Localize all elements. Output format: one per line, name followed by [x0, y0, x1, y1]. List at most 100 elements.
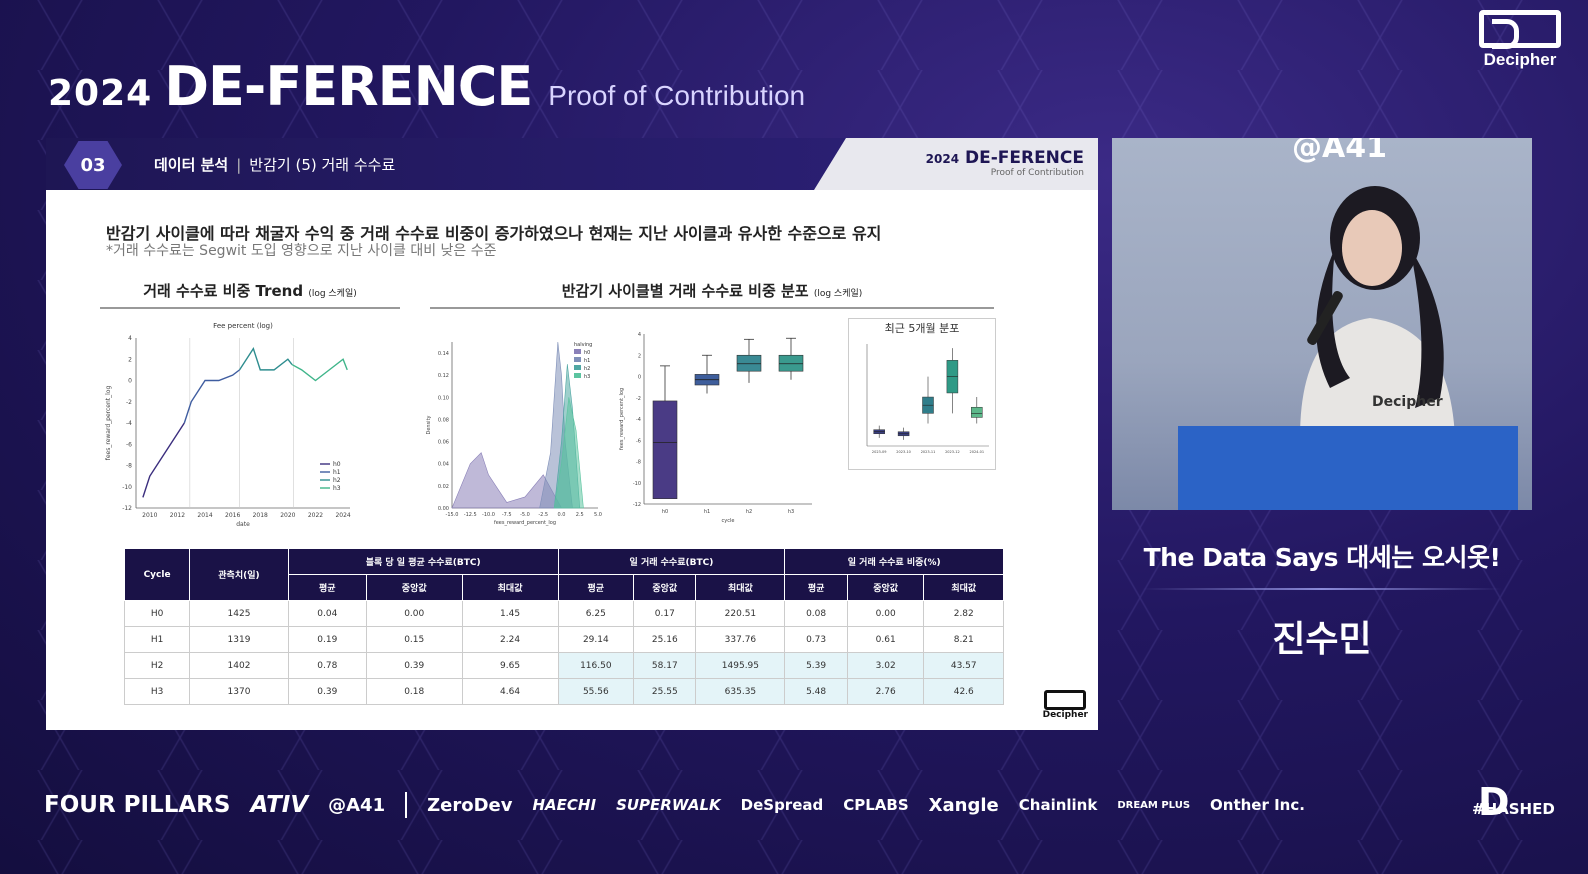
- slide-header: 03 데이터 분석 | 반감기 (5) 거래 수수료 2024 DE-FERENCE…: [46, 138, 1098, 190]
- table-cell: 0.08: [784, 600, 848, 627]
- chart2-legend-swatch: [574, 365, 581, 370]
- speaker-video-feed: @A41 Decipher: [1112, 138, 1532, 510]
- video-wall-text: @A41: [1292, 138, 1387, 165]
- table-sub-header: 중앙값: [633, 574, 697, 601]
- chart3-x-tick: h0: [662, 509, 668, 515]
- chart1-y-tick: -10: [122, 484, 132, 491]
- table-cell: 0.17: [633, 600, 697, 627]
- decipher-logo-text: Decipher: [1483, 50, 1557, 69]
- header-logo-name: DE-FERENCE: [964, 148, 1084, 168]
- table-cell: 6.25: [557, 600, 635, 627]
- header-logo-tagline: Proof of Contribution: [990, 168, 1084, 178]
- chart1-y-label: fees_reward_percent_log: [105, 386, 112, 461]
- chart3-y-tick: -12: [633, 502, 641, 508]
- chart2-x-tick: -15.0: [446, 512, 459, 518]
- chart1-series-h1: [183, 369, 240, 424]
- chart1-y-tick: 4: [128, 335, 132, 342]
- sponsor-hashed: #HASHED: [1472, 800, 1555, 818]
- table-cell: H0: [123, 600, 191, 627]
- chart2-y-tick: 0.08: [438, 417, 449, 423]
- table-sub-header: 평균: [784, 574, 848, 601]
- chart2-x-tick: 2.5: [576, 512, 584, 518]
- slide-footer-logo-icon: [1044, 690, 1087, 710]
- table-cell: 1319: [189, 626, 289, 653]
- table-cell: 42.6: [923, 678, 1004, 705]
- table-cell: 25.16: [633, 626, 697, 653]
- inset-title: 최근 5개월 분포: [884, 322, 960, 335]
- event-title: 2024 DE-FERENCE Proof of Contribution: [48, 55, 805, 118]
- chart3-y-tick: -2: [636, 396, 641, 402]
- table-cell: 116.50: [557, 652, 635, 679]
- chart1-legend-label: h0: [333, 461, 341, 468]
- chart3-x-tick: h3: [788, 509, 794, 515]
- fee-statistics-table: Cycle 관측치(일) 블록 당 일 평균 수수료(BTC) 일 거래 수수료(BT…: [123, 548, 1004, 705]
- chart2-legend-swatch: [574, 373, 581, 378]
- sponsor-ativ: ATIV: [250, 792, 309, 818]
- header-logo-year: 2024: [925, 152, 960, 166]
- chart2-y-tick: 0.04: [438, 462, 449, 468]
- decipher-logo: Decipher: [1476, 10, 1564, 70]
- chart2-legend-label: h2: [584, 366, 590, 372]
- table-group-header: Cycle: [123, 548, 191, 601]
- chart2-y-tick: 0.02: [438, 484, 449, 490]
- chart1-x-tick: 2010: [142, 512, 157, 519]
- chart1-title: 거래 수수료 비중 Trend (log 스케일): [100, 280, 400, 309]
- sponsor-a41: @A41: [328, 794, 386, 816]
- event-year: 2024: [48, 73, 153, 114]
- table-cell: 9.65: [461, 652, 559, 679]
- chart1-y-tick: -8: [126, 463, 132, 470]
- chart2-title: 반감기 사이클별 거래 수수료 비중 분포 (log 스케일): [430, 280, 994, 309]
- chart1-series-h0: [142, 422, 185, 498]
- chart1-y-tick: -2: [126, 399, 132, 406]
- table-cell: 1425: [189, 600, 289, 627]
- chart2-legend-swatch: [574, 349, 581, 354]
- slide-header-bar: [46, 138, 846, 190]
- chart2-legend-label: h3: [584, 374, 590, 380]
- chart1-x-label: date: [236, 521, 250, 528]
- chart3-y-tick: 0: [638, 375, 641, 381]
- sponsor-dream-plus: DREAM PLUS: [1117, 799, 1191, 811]
- chart2-legend-label: h1: [584, 358, 590, 364]
- table-cell: 1495.95: [695, 652, 786, 679]
- slide-footer-logo: Decipher: [1043, 690, 1088, 720]
- table-cell: 0.00: [365, 600, 463, 627]
- chart2-legend-label: h0: [584, 350, 590, 356]
- chart2-title-text: 반감기 사이클별 거래 수수료 비중 분포: [561, 282, 809, 300]
- fee-density-chart: 0.14 0.12 0.10 0.08 0.06 0.04 0.02 0.00-15.0 -12…: [426, 341, 602, 526]
- table-cell: 2.76: [846, 678, 925, 705]
- slide-footer-logo-text: Decipher: [1042, 710, 1088, 720]
- table-cell: 1.45: [461, 600, 559, 627]
- table-cell: 2.82: [923, 600, 1004, 627]
- table-cell: 0.39: [287, 678, 367, 705]
- table-cell: H1: [123, 626, 191, 653]
- table-group-header: 일 거래 수수료(BTC): [557, 548, 786, 575]
- table-cell: 4.64: [461, 678, 559, 705]
- table-cell: 2.24: [461, 626, 559, 653]
- sponsor-despread: DeSpread: [740, 796, 824, 814]
- event-name: DE-FERENCE: [164, 55, 533, 118]
- chart3-y-tick: -8: [636, 460, 641, 466]
- table-cell: 0.00: [846, 600, 925, 627]
- chart2-y-tick: 0.10: [438, 395, 449, 401]
- hashed-watermark: #HASHED D: [1472, 780, 1555, 824]
- table-group-header: 관측치(일): [189, 548, 289, 601]
- speaker-name: 진수민: [1272, 619, 1372, 660]
- chart1-x-tick: 2012: [170, 512, 185, 519]
- table-sub-header: 중앙값: [846, 574, 925, 601]
- chart1-x-tick: 2022: [308, 512, 323, 519]
- table-cell: 58.17: [633, 652, 697, 679]
- table-cell: 55.56: [557, 678, 635, 705]
- table-cell: 0.39: [365, 652, 463, 679]
- section-title-main: 데이터 분석: [154, 156, 229, 174]
- chart3-y-tick: -4: [636, 417, 641, 423]
- chart2-y-tick: 0.14: [438, 351, 449, 357]
- table-cell: 220.51: [695, 600, 786, 627]
- chart3-y-tick: 2: [638, 353, 641, 359]
- inset-x-tick: 2023-11: [921, 450, 936, 454]
- table-cell: 0.61: [846, 626, 925, 653]
- table-row: H0 1425 0.04 0.00 1.45 6.25 0.17 220.51 0.08 0.00…: [123, 600, 1004, 627]
- chart3-box-h2: [736, 354, 762, 372]
- chart3-y-tick: -10: [633, 481, 641, 487]
- table-row: H1 1319 0.19 0.15 2.24 29.14 25.16 337.76 0.73 0.…: [123, 626, 1004, 653]
- chart3-y-tick: -6: [636, 438, 641, 444]
